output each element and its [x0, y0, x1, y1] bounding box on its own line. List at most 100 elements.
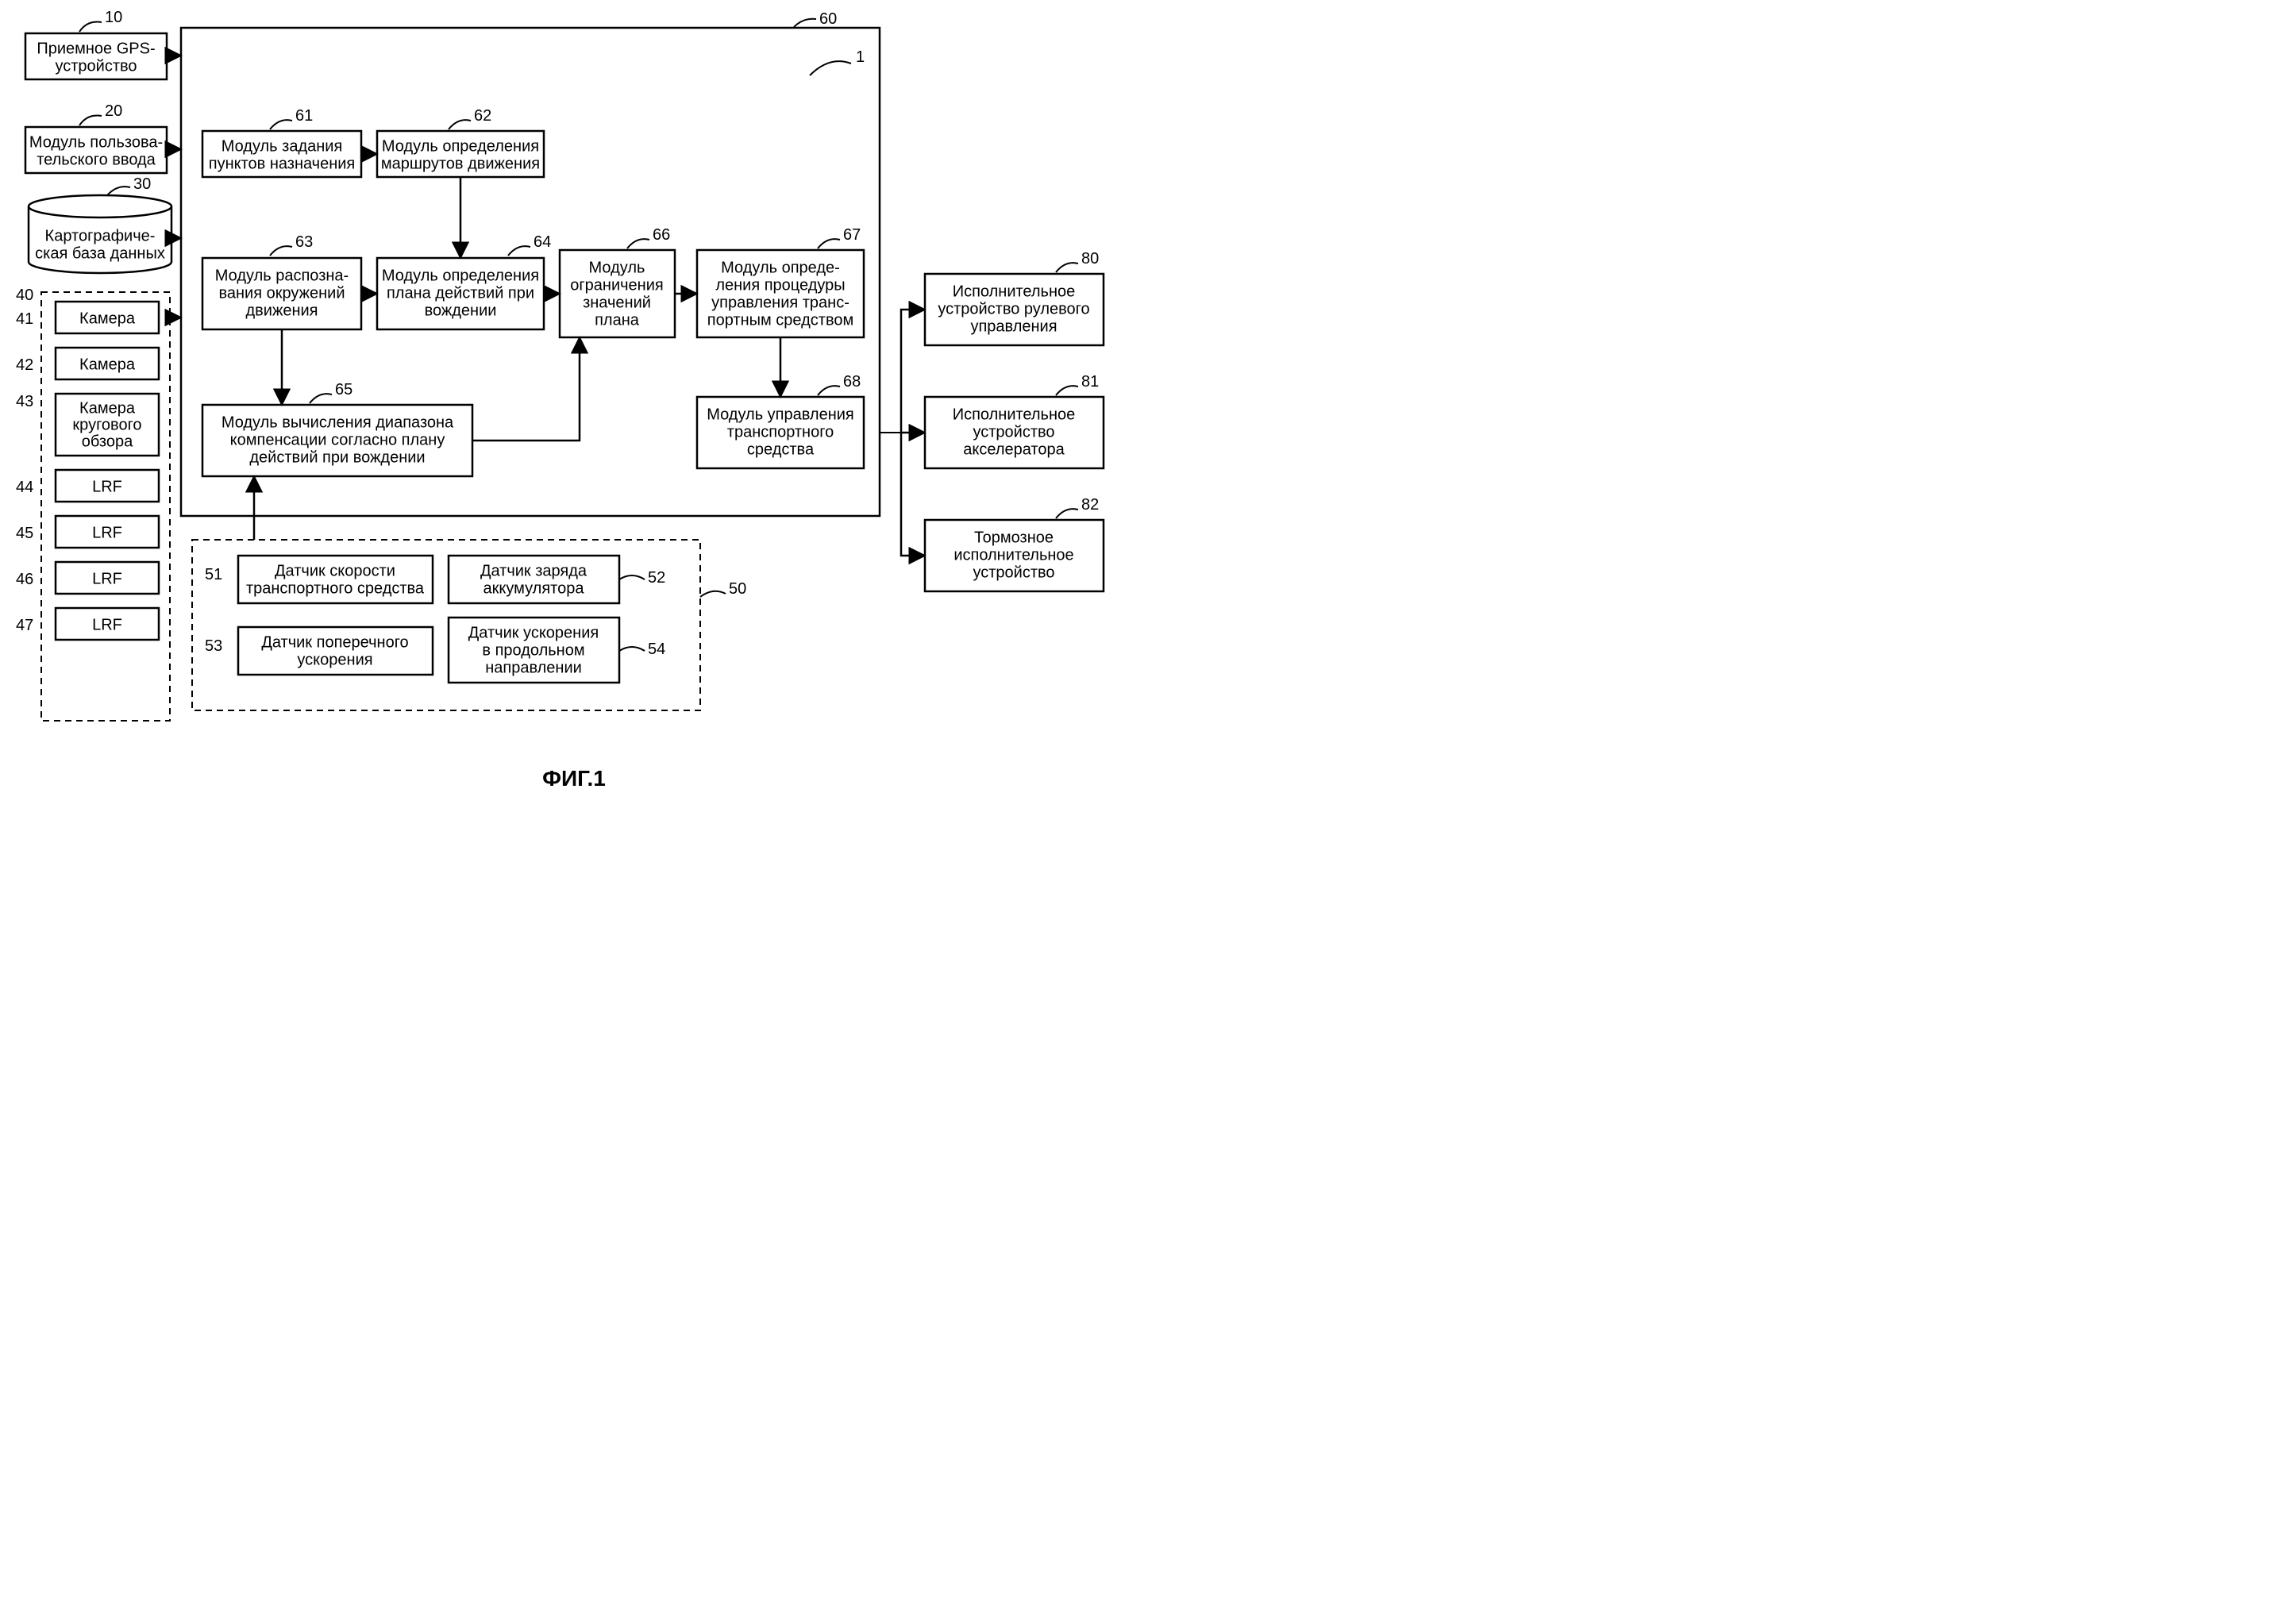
b66-l4: плана [595, 311, 640, 329]
b66-l2: ограничения [570, 276, 663, 294]
b65-l3: действий при вождении [249, 448, 425, 466]
b63-l3: движения [245, 302, 318, 319]
b43-l1: Камера [79, 399, 136, 417]
b66-l1: Модуль [589, 259, 645, 276]
b80-l2: устройство рулевого [938, 300, 1089, 317]
b43-l3: обзора [82, 433, 133, 450]
b63-l2: вания окружений [218, 284, 345, 302]
b30-l2: ская база данных [35, 244, 165, 262]
b67-l3: управления транс- [711, 294, 849, 311]
ref-65: 65 [335, 381, 352, 398]
b52-l1: Датчик заряда [480, 562, 587, 579]
ref-62: 62 [474, 107, 491, 125]
b61-l1: Модуль задания [222, 137, 343, 155]
ref-81: 81 [1081, 373, 1099, 391]
b54-l1: Датчик ускорения [468, 624, 599, 641]
ref-47: 47 [16, 617, 33, 634]
b63-l1: Модуль распозна- [215, 267, 349, 284]
ref-51: 51 [205, 566, 222, 583]
b68-l3: средства [747, 441, 815, 458]
b45-l1: LRF [92, 524, 122, 541]
ref-50: 50 [729, 580, 746, 598]
leader-20 [79, 116, 102, 126]
b62-l1: Модуль определения [382, 137, 539, 155]
b53-l1: Датчик поперечного [261, 633, 408, 651]
ref-46: 46 [16, 571, 33, 588]
b20-l2: тельского ввода [37, 151, 156, 168]
arr-bus-82 [901, 433, 925, 556]
ref-66: 66 [653, 226, 670, 244]
b10-l1: Приемное GPS- [37, 40, 155, 57]
ref-64: 64 [534, 233, 551, 251]
ref-40: 40 [16, 287, 33, 304]
ref-20: 20 [105, 102, 122, 120]
ref-42: 42 [16, 356, 33, 374]
b82-l1: Тормозное [974, 529, 1054, 546]
leader-50 [700, 591, 726, 597]
leader-82 [1056, 509, 1078, 518]
ref-52: 52 [648, 569, 665, 587]
b51-l1: Датчик скорости [275, 562, 395, 579]
b64-l2: плана действий при [387, 284, 534, 302]
b67-l2: ления процедуры [715, 276, 845, 294]
b81-l1: Исполнительное [953, 406, 1076, 423]
b47-l1: LRF [92, 616, 122, 633]
leader-80 [1056, 263, 1078, 272]
b67-l1: Модуль опреде- [721, 259, 840, 276]
b53-l2: ускорения [297, 651, 372, 668]
b64-l1: Модуль определения [382, 267, 539, 284]
fig-label: ФИГ.1 [542, 766, 606, 791]
leader-10 [79, 22, 102, 33]
ref-60: 60 [819, 10, 837, 28]
ref-45: 45 [16, 525, 33, 542]
b64-l3: вождении [425, 302, 497, 319]
ref-54: 54 [648, 641, 665, 658]
b42-l1: Камера [79, 356, 136, 373]
b66-l3: значений [583, 294, 651, 311]
b10-l2: устройство [55, 57, 137, 75]
leader-30 [107, 187, 130, 195]
ref-10: 10 [105, 9, 122, 26]
b80-l1: Исполнительное [953, 283, 1076, 300]
ref-67: 67 [843, 226, 861, 244]
b65-l2: компенсации согласно плану [230, 431, 445, 448]
b80-l3: управления [970, 317, 1057, 335]
b54-l3: направлении [485, 659, 582, 676]
b43-l2: кругового [72, 416, 141, 433]
b61-l2: пунктов назначения [209, 155, 356, 172]
b51-l2: транспортного средства [246, 579, 425, 597]
b46-l1: LRF [92, 570, 122, 587]
b82-l3: устройство [973, 564, 1054, 581]
b52-l2: аккумулятора [483, 579, 585, 597]
leader-54 [619, 647, 645, 651]
leader-81 [1056, 386, 1078, 395]
b81-l3: акселератора [963, 441, 1065, 458]
leader-60 [794, 19, 816, 27]
b20-l1: Модуль пользова- [29, 133, 163, 151]
ref-61: 61 [295, 107, 313, 125]
b41-l1: Камера [79, 310, 136, 327]
diagram-root: 60 1 Приемное GPS- устройство 10 Модуль … [0, 0, 1148, 812]
ref-63: 63 [295, 233, 313, 251]
arr-bus-80 [901, 310, 925, 433]
ref-43: 43 [16, 393, 33, 410]
b65-l1: Модуль вычисления диапазона [222, 414, 454, 431]
b30-l1: Картографиче- [45, 227, 156, 244]
ref-82: 82 [1081, 496, 1099, 514]
ref-1: 1 [856, 48, 865, 66]
ref-44: 44 [16, 479, 33, 496]
leader-52 [619, 575, 645, 579]
b68-l2: транспортного [727, 423, 834, 441]
b68-l1: Модуль управления [707, 406, 854, 423]
b67-l4: портным средством [707, 311, 853, 329]
b82-l2: исполнительное [953, 546, 1073, 564]
ref-41: 41 [16, 310, 33, 328]
b44-l1: LRF [92, 478, 122, 495]
ref-80: 80 [1081, 250, 1099, 267]
ref-30: 30 [133, 175, 151, 193]
ref-68: 68 [843, 373, 861, 391]
ref-53: 53 [205, 637, 222, 655]
b54-l2: в продольном [482, 641, 584, 659]
b62-l2: маршрутов движения [381, 155, 540, 172]
b81-l2: устройство [973, 423, 1054, 441]
